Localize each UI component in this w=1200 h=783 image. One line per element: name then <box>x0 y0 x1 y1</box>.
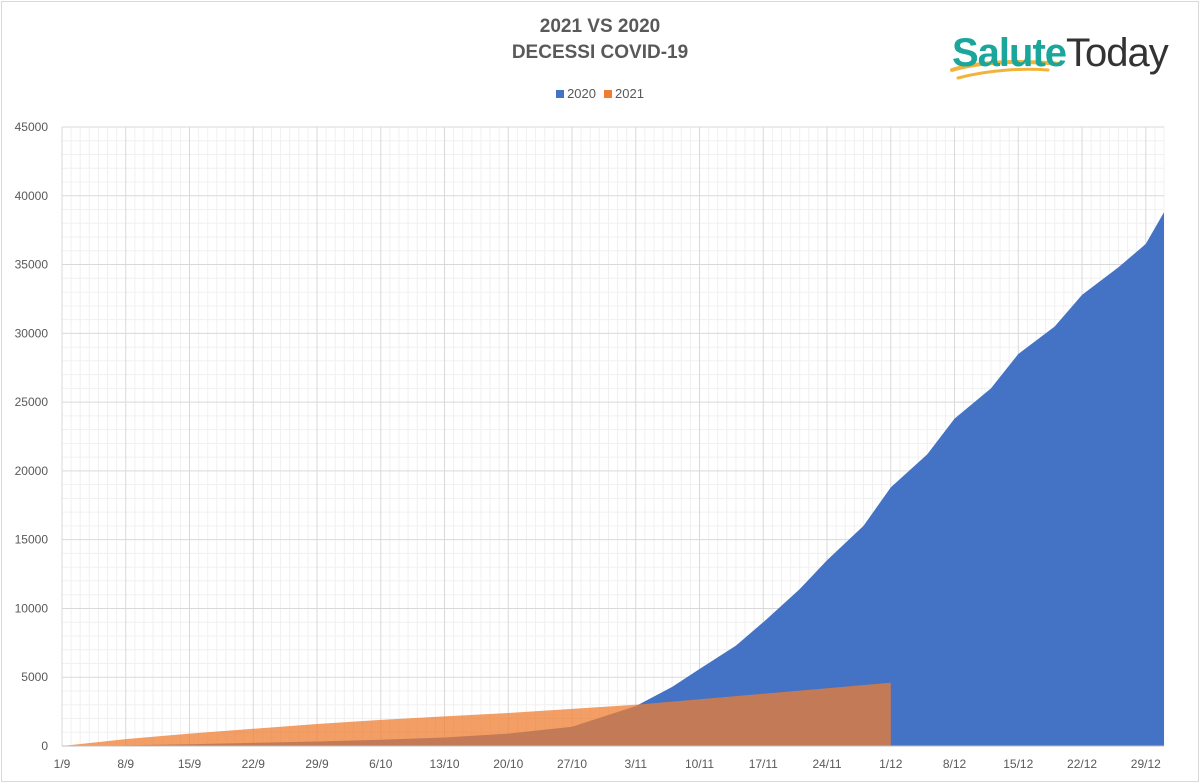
y-tick-label: 15000 <box>15 533 49 547</box>
x-tick-label: 27/10 <box>557 757 587 771</box>
chart-title-line-1: 2021 VS 2020 <box>539 16 661 37</box>
chart-title-line-2: DECESSI COVID-19 <box>511 42 689 63</box>
x-tick-label: 24/11 <box>812 757 841 771</box>
y-tick-label: 40000 <box>15 189 49 203</box>
series-area-2020 <box>62 212 1164 747</box>
chart-legend: 2020 2021 <box>0 86 1200 101</box>
x-tick-label: 22/12 <box>1067 757 1097 771</box>
y-tick-label: 5000 <box>21 670 48 684</box>
chart-title: 2021 VS 2020 DECESSI COVID-19 <box>0 14 1200 66</box>
logo-swoosh-icon <box>950 60 1062 80</box>
x-tick-label: 20/10 <box>493 757 523 771</box>
y-tick-label: 30000 <box>15 326 49 340</box>
legend-item-2021: 2021 <box>604 86 644 101</box>
x-tick-label: 15/12 <box>1003 757 1033 771</box>
y-tick-label: 35000 <box>15 258 49 272</box>
logo-text-salute: Salute <box>952 31 1067 75</box>
legend-item-2020: 2020 <box>556 86 596 101</box>
x-tick-label: 22/9 <box>242 757 266 771</box>
legend-label-2020: 2020 <box>567 86 596 101</box>
x-tick-label: 13/10 <box>429 757 459 771</box>
x-tick-label: 3/11 <box>625 757 648 771</box>
legend-swatch-2020 <box>556 90 565 98</box>
salute-today-logo: SaluteToday <box>948 30 1188 90</box>
x-tick-label: 8/9 <box>117 757 134 771</box>
x-tick-label: 29/9 <box>305 757 329 771</box>
y-tick-label: 20000 <box>15 464 49 478</box>
y-tick-label: 25000 <box>15 395 49 409</box>
legend-label-2021: 2021 <box>615 86 644 101</box>
y-tick-label: 10000 <box>15 601 49 615</box>
series-area-2021 <box>62 682 891 746</box>
x-tick-label: 10/11 <box>685 757 714 771</box>
x-tick-label: 8/12 <box>943 757 967 771</box>
x-tick-label: 1/12 <box>879 757 903 771</box>
x-tick-label: 6/10 <box>369 757 393 771</box>
logo-text: SaluteToday <box>952 30 1169 76</box>
y-tick-label: 0 <box>41 739 48 753</box>
x-tick-label: 29/12 <box>1131 757 1161 771</box>
legend-swatch-2021 <box>604 90 612 98</box>
x-tick-label: 15/9 <box>178 757 202 771</box>
y-tick-label: 45000 <box>15 120 49 134</box>
x-tick-label: 1/9 <box>54 757 71 771</box>
logo-text-today: Today <box>1066 31 1169 75</box>
x-tick-label: 17/11 <box>749 757 778 771</box>
